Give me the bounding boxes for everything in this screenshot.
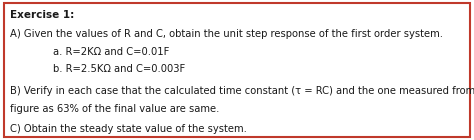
- Text: C) Obtain the steady state value of the system.: C) Obtain the steady state value of the …: [10, 124, 247, 135]
- Text: Exercise 1:: Exercise 1:: [10, 10, 75, 20]
- Text: figure as 63% of the final value are same.: figure as 63% of the final value are sam…: [10, 104, 220, 114]
- Text: A) Given the values of R and C, obtain the unit step response of the first order: A) Given the values of R and C, obtain t…: [10, 29, 444, 39]
- Text: b. R=2.5KΩ and C=0.003F: b. R=2.5KΩ and C=0.003F: [53, 64, 185, 74]
- Text: a. R=2KΩ and C=0.01F: a. R=2KΩ and C=0.01F: [53, 47, 170, 57]
- Text: B) Verify in each case that the calculated time constant (τ = RC) and the one me: B) Verify in each case that the calculat…: [10, 86, 474, 96]
